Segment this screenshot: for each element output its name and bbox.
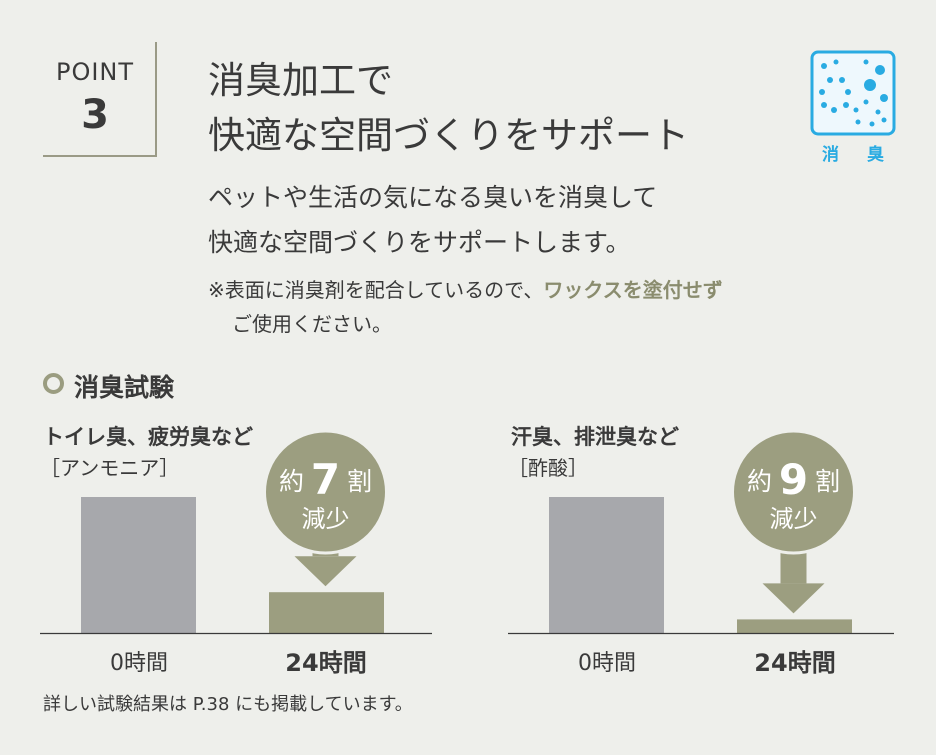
chart1-bar-1 (269, 592, 384, 633)
chart1-callout-text: 減少 (302, 505, 350, 533)
chart1-callout: 約 7 割減少 (263, 429, 388, 587)
chart2-arrow-down-icon (762, 583, 825, 614)
section-title: 消臭試験 (74, 373, 175, 402)
chart2-xlabel-0: 0時間 (578, 651, 636, 676)
note-line1: ※表面に消臭剤を配合しているので、ワックスを塗付せず (208, 274, 723, 303)
chart1-callout-number: 7 (311, 455, 340, 504)
chart2-bar-0 (549, 497, 664, 633)
chart2-callout-text: 減少 (770, 505, 818, 533)
chart1-callout-ring (267, 433, 384, 551)
chart1-xlabel-0: 0時間 (110, 651, 168, 676)
point-label: POINT (55, 58, 135, 86)
chart2-callout-suffix: 割 (815, 467, 840, 496)
footer-note: 詳しい試験結果は P.38 にも掲載しています。 (43, 694, 413, 715)
chart1-title: トイレ臭、疲労臭など (43, 425, 253, 449)
chart2-xlabel-1: 24時間 (754, 649, 836, 677)
deodorize-icon (810, 50, 896, 136)
chart1-xlabel-1: 24時間 (285, 649, 367, 677)
badge-label: 消 臭 (812, 140, 894, 165)
badge-label-right: 臭 (867, 145, 884, 165)
chart1-callout-suffix: 割 (347, 467, 372, 496)
note-prefix: ※表面に消臭剤を配合しているので、 (208, 278, 544, 302)
chart1-callout-circle (263, 429, 388, 555)
note-highlight: ワックスを塗付せず (543, 278, 723, 302)
chart2-callout-circle (731, 429, 856, 555)
section-marker-icon (43, 373, 64, 394)
point-number: 3 (81, 92, 109, 138)
chart1-callout-prefix: 約 (279, 467, 304, 496)
chart1-bar-0 (81, 497, 196, 633)
point-box (43, 42, 157, 157)
lead-line1: ペットや生活の気になる臭いを消臭して (208, 183, 658, 212)
chart2-callout-ring (735, 433, 852, 551)
chart2-title: 汗臭、排泄臭など (511, 425, 679, 449)
badge-label-left: 消 (822, 145, 839, 165)
chart1-subtitle: ［アンモニア］ (40, 456, 180, 480)
chart1-arrow-down-icon (294, 556, 357, 587)
chart2-bar-1 (737, 619, 852, 633)
page-title-line2: 快適な空間づくりをサポート (208, 114, 689, 157)
chart-acetic-acid: 約 9 割減少 (508, 429, 894, 635)
note-line2: ご使用ください。 (232, 312, 392, 336)
chart2-callout: 約 9 割減少 (731, 429, 856, 614)
chart-ammonia: 約 7 割減少 (40, 429, 432, 635)
lead-line2: 快適な空間づくりをサポートします。 (208, 228, 631, 257)
page-title-line1: 消臭加工で (208, 59, 393, 102)
chart2-callout-number: 9 (779, 455, 808, 504)
chart2-subtitle: ［酢酸］ (508, 456, 588, 480)
chart2-callout-prefix: 約 (747, 467, 772, 496)
